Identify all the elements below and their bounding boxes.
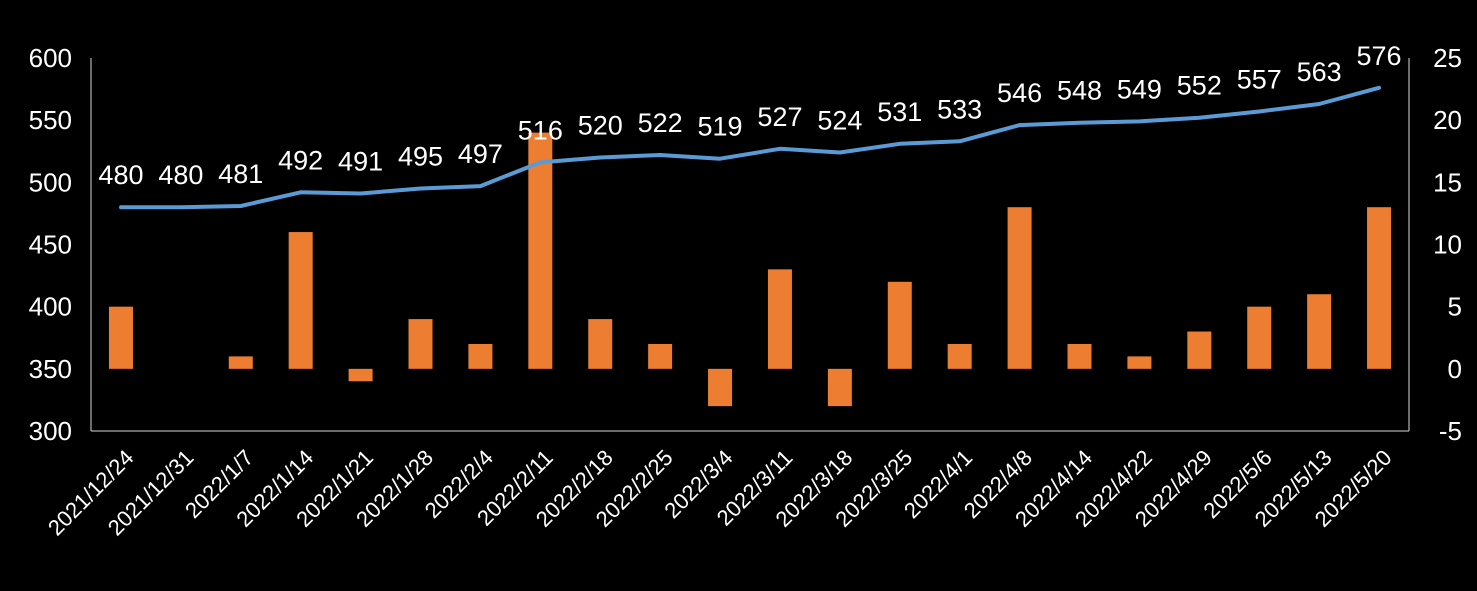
line-data-label: 524 xyxy=(817,105,862,135)
left-tick-label: 450 xyxy=(29,230,72,260)
bar xyxy=(408,319,433,369)
left-tick-label: 350 xyxy=(29,354,72,384)
line-data-label: 549 xyxy=(1117,74,1162,104)
line-data-label: 576 xyxy=(1357,41,1402,71)
line-data-label: 480 xyxy=(158,160,203,190)
bar xyxy=(1067,343,1092,369)
right-tick-label: 15 xyxy=(1433,167,1462,197)
line-data-label: 480 xyxy=(98,160,143,190)
right-tick-label: 0 xyxy=(1448,354,1462,384)
right-tick-label: 10 xyxy=(1433,230,1462,260)
bar xyxy=(708,368,733,407)
bar xyxy=(947,343,972,369)
left-tick-label: 300 xyxy=(29,416,72,446)
bar xyxy=(648,343,673,369)
bar xyxy=(1247,306,1272,369)
right-tick-label: 25 xyxy=(1433,43,1462,73)
bar xyxy=(1187,331,1212,369)
line-data-label: 497 xyxy=(458,139,503,169)
bar xyxy=(228,356,253,369)
line-data-label: 548 xyxy=(1057,76,1102,106)
bar xyxy=(348,368,373,382)
bar xyxy=(288,232,313,369)
line-series xyxy=(119,85,1381,210)
line-data-label: 531 xyxy=(877,97,922,127)
right-tick-label: 20 xyxy=(1433,105,1462,135)
line-data-label: 519 xyxy=(698,112,743,142)
line-data-label: 533 xyxy=(937,94,982,124)
bar xyxy=(887,281,912,369)
bar xyxy=(1007,207,1032,369)
bar-series xyxy=(108,132,1392,407)
line-data-label: 557 xyxy=(1237,64,1282,94)
axes xyxy=(90,58,1410,432)
left-tick-label: 500 xyxy=(29,167,72,197)
x-axis-ticks: 2021/12/242021/12/312022/1/72022/1/14202… xyxy=(43,445,1397,541)
line-data-label: 481 xyxy=(218,159,263,189)
line-data-label: 552 xyxy=(1177,71,1222,101)
bar xyxy=(1127,356,1152,369)
bar xyxy=(1307,294,1332,369)
line-data-label: 492 xyxy=(278,145,323,175)
line-data-label: 495 xyxy=(398,142,443,172)
bar xyxy=(588,319,613,369)
data-labels: 480 480 481 492 491 495 497 516 520 522 519 527 524 5… xyxy=(98,41,1401,190)
bar xyxy=(767,269,792,369)
line-data-label: 546 xyxy=(997,78,1042,108)
left-tick-label: 400 xyxy=(29,292,72,322)
line-path xyxy=(119,85,1381,210)
bar xyxy=(1367,207,1392,369)
line-data-label: 527 xyxy=(757,102,802,132)
right-tick-label: 5 xyxy=(1448,292,1462,322)
left-axis-ticks: 300 350 400 450 500 550 600 xyxy=(29,43,72,446)
bar xyxy=(528,132,553,369)
bar xyxy=(108,306,133,369)
left-tick-label: 550 xyxy=(29,105,72,135)
bar xyxy=(827,368,852,407)
right-axis-ticks: -5 0 5 10 15 20 25 xyxy=(1433,43,1462,446)
line-data-label: 563 xyxy=(1297,57,1342,87)
right-tick-label: -5 xyxy=(1439,416,1462,446)
line-data-label: 522 xyxy=(638,108,683,138)
line-data-label: 491 xyxy=(338,147,383,177)
line-data-label: 520 xyxy=(578,110,623,140)
bar xyxy=(468,343,493,369)
left-tick-label: 600 xyxy=(29,43,72,73)
line-data-label: 516 xyxy=(518,115,563,145)
